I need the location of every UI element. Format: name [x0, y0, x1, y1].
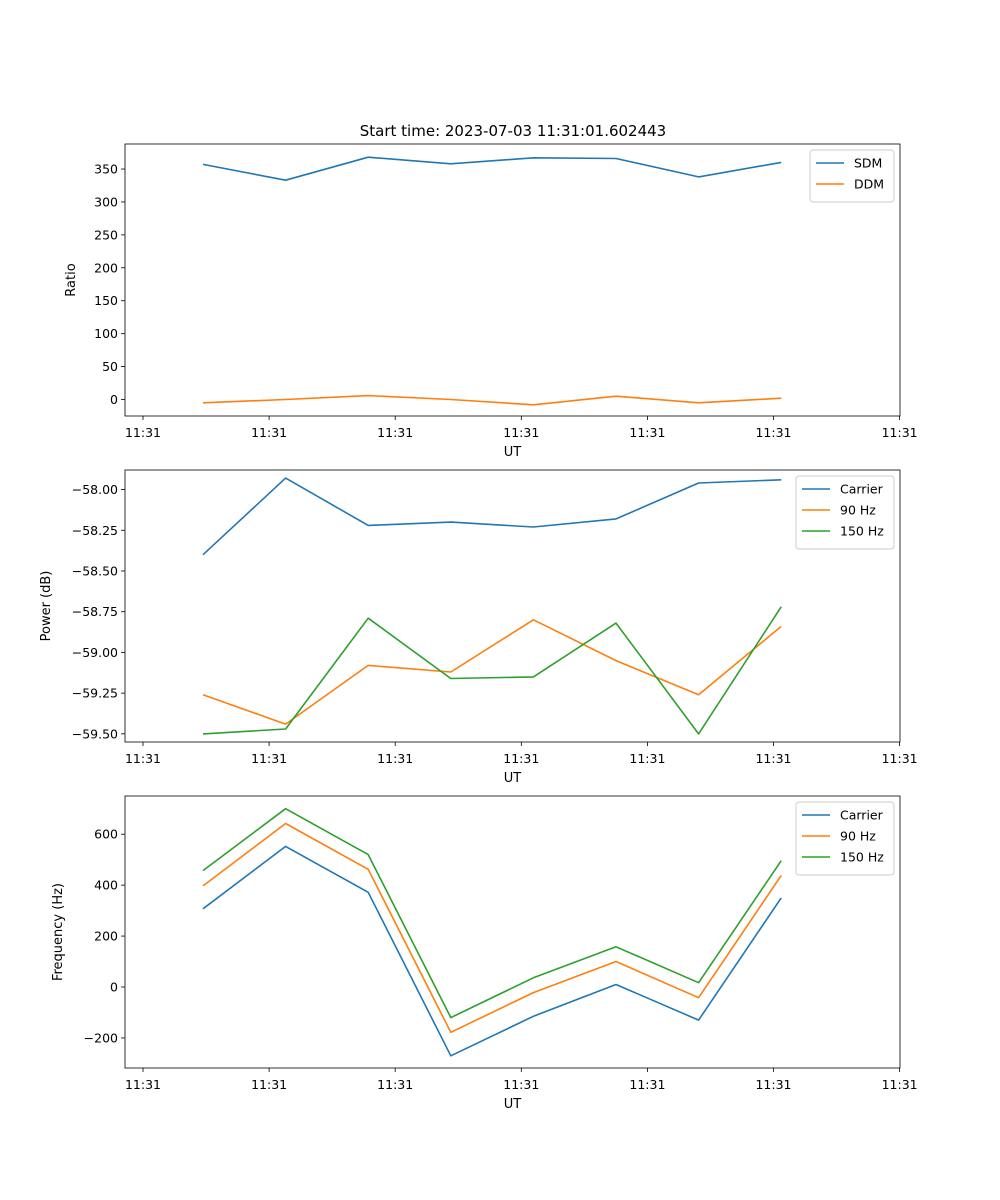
- frequency-panel: −200 0 200 400 600 11:31 11:31 11:31 11:31 11:31 1…: [51, 795, 918, 1112]
- y-tick-label: 0: [110, 392, 118, 407]
- x-axis-label: UT: [504, 771, 522, 786]
- legend: SDM DDM: [809, 149, 895, 203]
- x-tick-label: 11:31: [882, 1077, 918, 1092]
- x-tick-label: 11:31: [629, 425, 665, 440]
- axes-frame: [124, 469, 901, 743]
- legend-label: 90 Hz: [840, 829, 876, 844]
- x-tick-label: 11:31: [755, 425, 791, 440]
- legend: Carrier 90 Hz 150 Hz: [795, 475, 895, 550]
- y-tick-label: 200: [94, 260, 118, 275]
- ratio-panel: 0 50 100 150 200 250 300 350 11:31 11:31 11:31 11:3…: [64, 143, 918, 460]
- legend-label: 90 Hz: [840, 503, 876, 518]
- y-tick-label: −58.00: [72, 482, 118, 497]
- figure-title: Start time: 2023-07-03 11:31:01.602443: [360, 122, 666, 140]
- y-tick-label: −59.50: [72, 726, 118, 741]
- legend-label: 150 Hz: [840, 850, 884, 865]
- series-line-sdm: [202, 156, 782, 181]
- x-tick-label: 11:31: [629, 751, 665, 766]
- legend: Carrier 90 Hz 150 Hz: [795, 801, 895, 876]
- y-tick-label: −59.25: [72, 686, 118, 701]
- x-axis-label: UT: [504, 445, 522, 460]
- x-tick-label: 11:31: [377, 1077, 413, 1092]
- y-tick-label: 350: [94, 162, 118, 177]
- legend-label: Carrier: [840, 808, 884, 823]
- y-tick-label: −58.25: [72, 523, 118, 538]
- axes-frame: [124, 795, 901, 1069]
- x-tick-label: 11:31: [125, 1077, 161, 1092]
- series-line-carrier: [202, 845, 782, 1057]
- x-tick-label: 11:31: [377, 751, 413, 766]
- legend-label: Carrier: [840, 482, 884, 497]
- y-axis-label: Frequency (Hz): [51, 883, 66, 981]
- series-line-150-hz: [202, 807, 782, 1019]
- x-axis-label: UT: [504, 1097, 522, 1112]
- x-tick-label: 11:31: [755, 1077, 791, 1092]
- series-line-90-hz: [202, 822, 782, 1034]
- x-tick-label: 11:31: [755, 751, 791, 766]
- y-axis-label: Power (dB): [39, 571, 54, 642]
- y-tick-label: 100: [94, 326, 118, 341]
- x-tick-label: 11:31: [125, 751, 161, 766]
- x-tick-label: 11:31: [882, 425, 918, 440]
- x-tick-label: 11:31: [251, 751, 287, 766]
- x-tick-label: 11:31: [377, 425, 413, 440]
- x-tick-label: 11:31: [503, 1077, 539, 1092]
- legend-label: DDM: [854, 177, 884, 192]
- legend-label: SDM: [854, 156, 882, 171]
- y-tick-label: 150: [94, 293, 118, 308]
- y-tick-label: 250: [94, 227, 118, 242]
- y-tick-label: 300: [94, 194, 118, 209]
- axes-frame: [124, 143, 901, 417]
- x-tick-label: 11:31: [503, 751, 539, 766]
- series-line-carrier: [202, 477, 782, 556]
- y-tick-label: 400: [94, 878, 118, 893]
- y-tick-label: 200: [94, 929, 118, 944]
- x-tick-label: 11:31: [882, 751, 918, 766]
- series-line-90-hz: [202, 618, 782, 725]
- legend-label: 150 Hz: [840, 524, 884, 539]
- y-tick-label: −58.50: [72, 563, 118, 578]
- series-line-ddm: [202, 394, 782, 406]
- power-panel: −59.50 −59.25 −59.00 −58.75 −58.50 −58.25 −58.…: [39, 469, 918, 786]
- y-axis-label: Ratio: [64, 263, 79, 296]
- y-tick-label: −59.00: [72, 645, 118, 660]
- x-tick-label: 11:31: [629, 1077, 665, 1092]
- x-tick-label: 11:31: [251, 1077, 287, 1092]
- x-tick-label: 11:31: [251, 425, 287, 440]
- y-tick-label: 50: [102, 359, 118, 374]
- series-line-150-hz: [202, 606, 782, 735]
- y-tick-label: 600: [94, 827, 118, 842]
- y-tick-label: −58.75: [72, 604, 118, 619]
- x-tick-label: 11:31: [503, 425, 539, 440]
- x-tick-label: 11:31: [125, 425, 161, 440]
- y-tick-label: 0: [110, 980, 118, 995]
- y-tick-label: −200: [84, 1030, 118, 1045]
